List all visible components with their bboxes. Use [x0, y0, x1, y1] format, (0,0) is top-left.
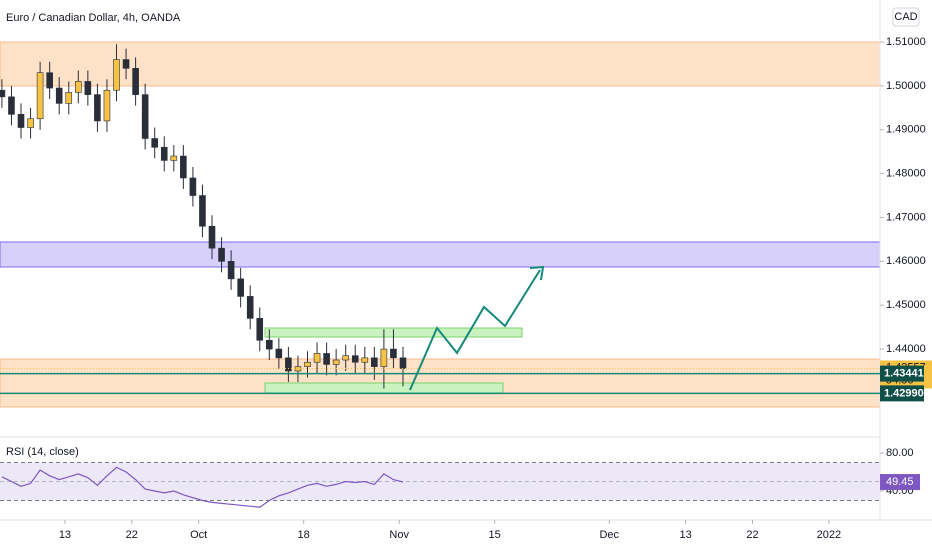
candle-body: [332, 359, 340, 365]
chart-title: Euro / Canadian Dollar, 4h, OANDA: [6, 12, 181, 24]
rsi-last-box: [880, 474, 920, 491]
candle-body: [237, 278, 244, 297]
candle-body: [227, 261, 235, 280]
rsi-tick-label: 80.00: [886, 447, 914, 459]
candle-body: [285, 357, 292, 372]
candle-body: [323, 353, 330, 365]
x-tick-label: Dec: [599, 529, 619, 541]
candle-body: [380, 348, 388, 367]
candle-body: [390, 348, 397, 359]
candle-body: [304, 361, 311, 367]
candle-body: [84, 81, 92, 95]
rsi-line: [1, 466, 404, 508]
candle-body: [313, 353, 321, 363]
candle-body: [46, 72, 53, 89]
candle-body: [199, 195, 206, 227]
x-tick-label: 22: [126, 529, 138, 541]
y-tick-label: 1.50000: [886, 80, 926, 92]
candle-body: [361, 357, 369, 363]
candle-body: [160, 146, 168, 161]
y-tick-label: 1.47000: [886, 211, 926, 223]
x-tick-label: 13: [59, 529, 71, 541]
candle-body: [256, 318, 264, 341]
candle-body: [141, 94, 149, 139]
candle-body: [27, 118, 34, 128]
candle-body: [94, 94, 101, 122]
price-line-box: [880, 365, 924, 382]
candle-body: [122, 59, 130, 69]
candle-body: [180, 155, 187, 179]
candle-body: [132, 68, 139, 95]
y-tick-label: 1.45000: [886, 299, 926, 311]
x-tick-label: 2022: [817, 529, 841, 541]
arrow-head: [529, 265, 545, 281]
candle-body: [17, 114, 25, 128]
currency-button[interactable]: [892, 7, 920, 27]
y-tick-label: 1.48000: [886, 167, 926, 179]
candle-body: [208, 225, 216, 249]
x-tick-label: Oct: [190, 529, 207, 541]
candle-body: [351, 355, 359, 363]
candle-body: [399, 357, 407, 369]
y-tick-label: 1.44000: [886, 343, 926, 355]
y-tick-label: 1.49000: [886, 124, 926, 136]
projection-arrow: [409, 269, 541, 391]
candle-body: [8, 96, 15, 115]
price-line-box: [880, 385, 924, 402]
resistance-zone: [0, 41, 881, 87]
y-tick-label: 1.46000: [886, 255, 926, 267]
candle-body: [0, 89, 6, 98]
candle-body: [36, 72, 44, 120]
candle-body: [189, 177, 197, 196]
rsi-last-label: 49.45: [886, 476, 914, 488]
candle-body: [103, 89, 111, 122]
candle-body: [218, 247, 225, 262]
currency-label[interactable]: CAD: [894, 11, 917, 23]
x-tick-label: 13: [680, 529, 692, 541]
candle-body: [371, 357, 378, 367]
candle-body: [266, 339, 273, 350]
candle-body: [342, 355, 349, 361]
candle-body: [246, 296, 254, 319]
supply-zone: [0, 241, 881, 268]
x-tick-label: 18: [298, 529, 310, 541]
rsi-label: RSI (14, close): [6, 446, 79, 458]
x-tick-label: 22: [746, 529, 758, 541]
candle-body: [55, 87, 63, 104]
y-tick-label: 1.51000: [886, 36, 926, 48]
price-line-label: 1.42990: [884, 387, 924, 399]
x-tick-label: 15: [489, 529, 501, 541]
rsi-band: [0, 462, 880, 501]
candle-body: [113, 59, 120, 91]
candle-body: [65, 92, 73, 104]
candle-body: [151, 138, 159, 148]
price-line-label: 1.43441: [884, 367, 924, 379]
candle-body: [275, 348, 283, 359]
candle-body: [170, 155, 178, 161]
candle-body: [75, 81, 82, 93]
x-tick-label: Nov: [389, 529, 409, 541]
